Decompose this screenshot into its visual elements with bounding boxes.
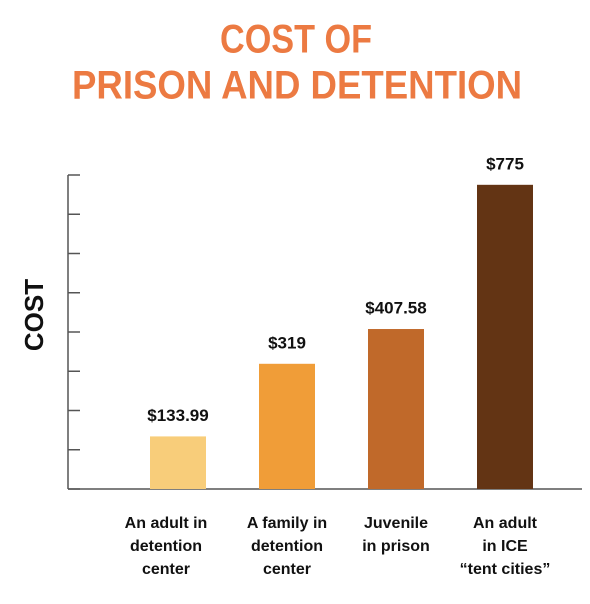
bar [368,329,424,489]
bar [477,184,533,489]
x-tick-label: Juvenile [364,515,428,532]
x-tick-label: in ICE [482,538,528,555]
value-label: $133.99 [147,406,208,425]
bar [259,363,315,489]
x-tick-label: An adult in [125,515,208,532]
x-tick-label: center [263,561,311,578]
x-tick-label: A family in [247,515,327,532]
chart-title: COST OF [220,18,372,62]
value-label: $407.58 [365,299,426,318]
x-tick-label: detention [130,538,202,555]
y-axis-label: COST [19,279,49,351]
chart-title: PRISON AND DETENTION [72,64,522,108]
value-label: $319 [268,333,306,352]
x-tick-label: “tent cities” [460,561,551,578]
x-tick-label: detention [251,538,323,555]
bar [150,436,206,489]
x-tick-label: An adult [473,515,538,532]
x-tick-label: center [142,561,190,578]
x-tick-label: in prison [362,538,430,555]
value-label: $775 [486,154,524,173]
